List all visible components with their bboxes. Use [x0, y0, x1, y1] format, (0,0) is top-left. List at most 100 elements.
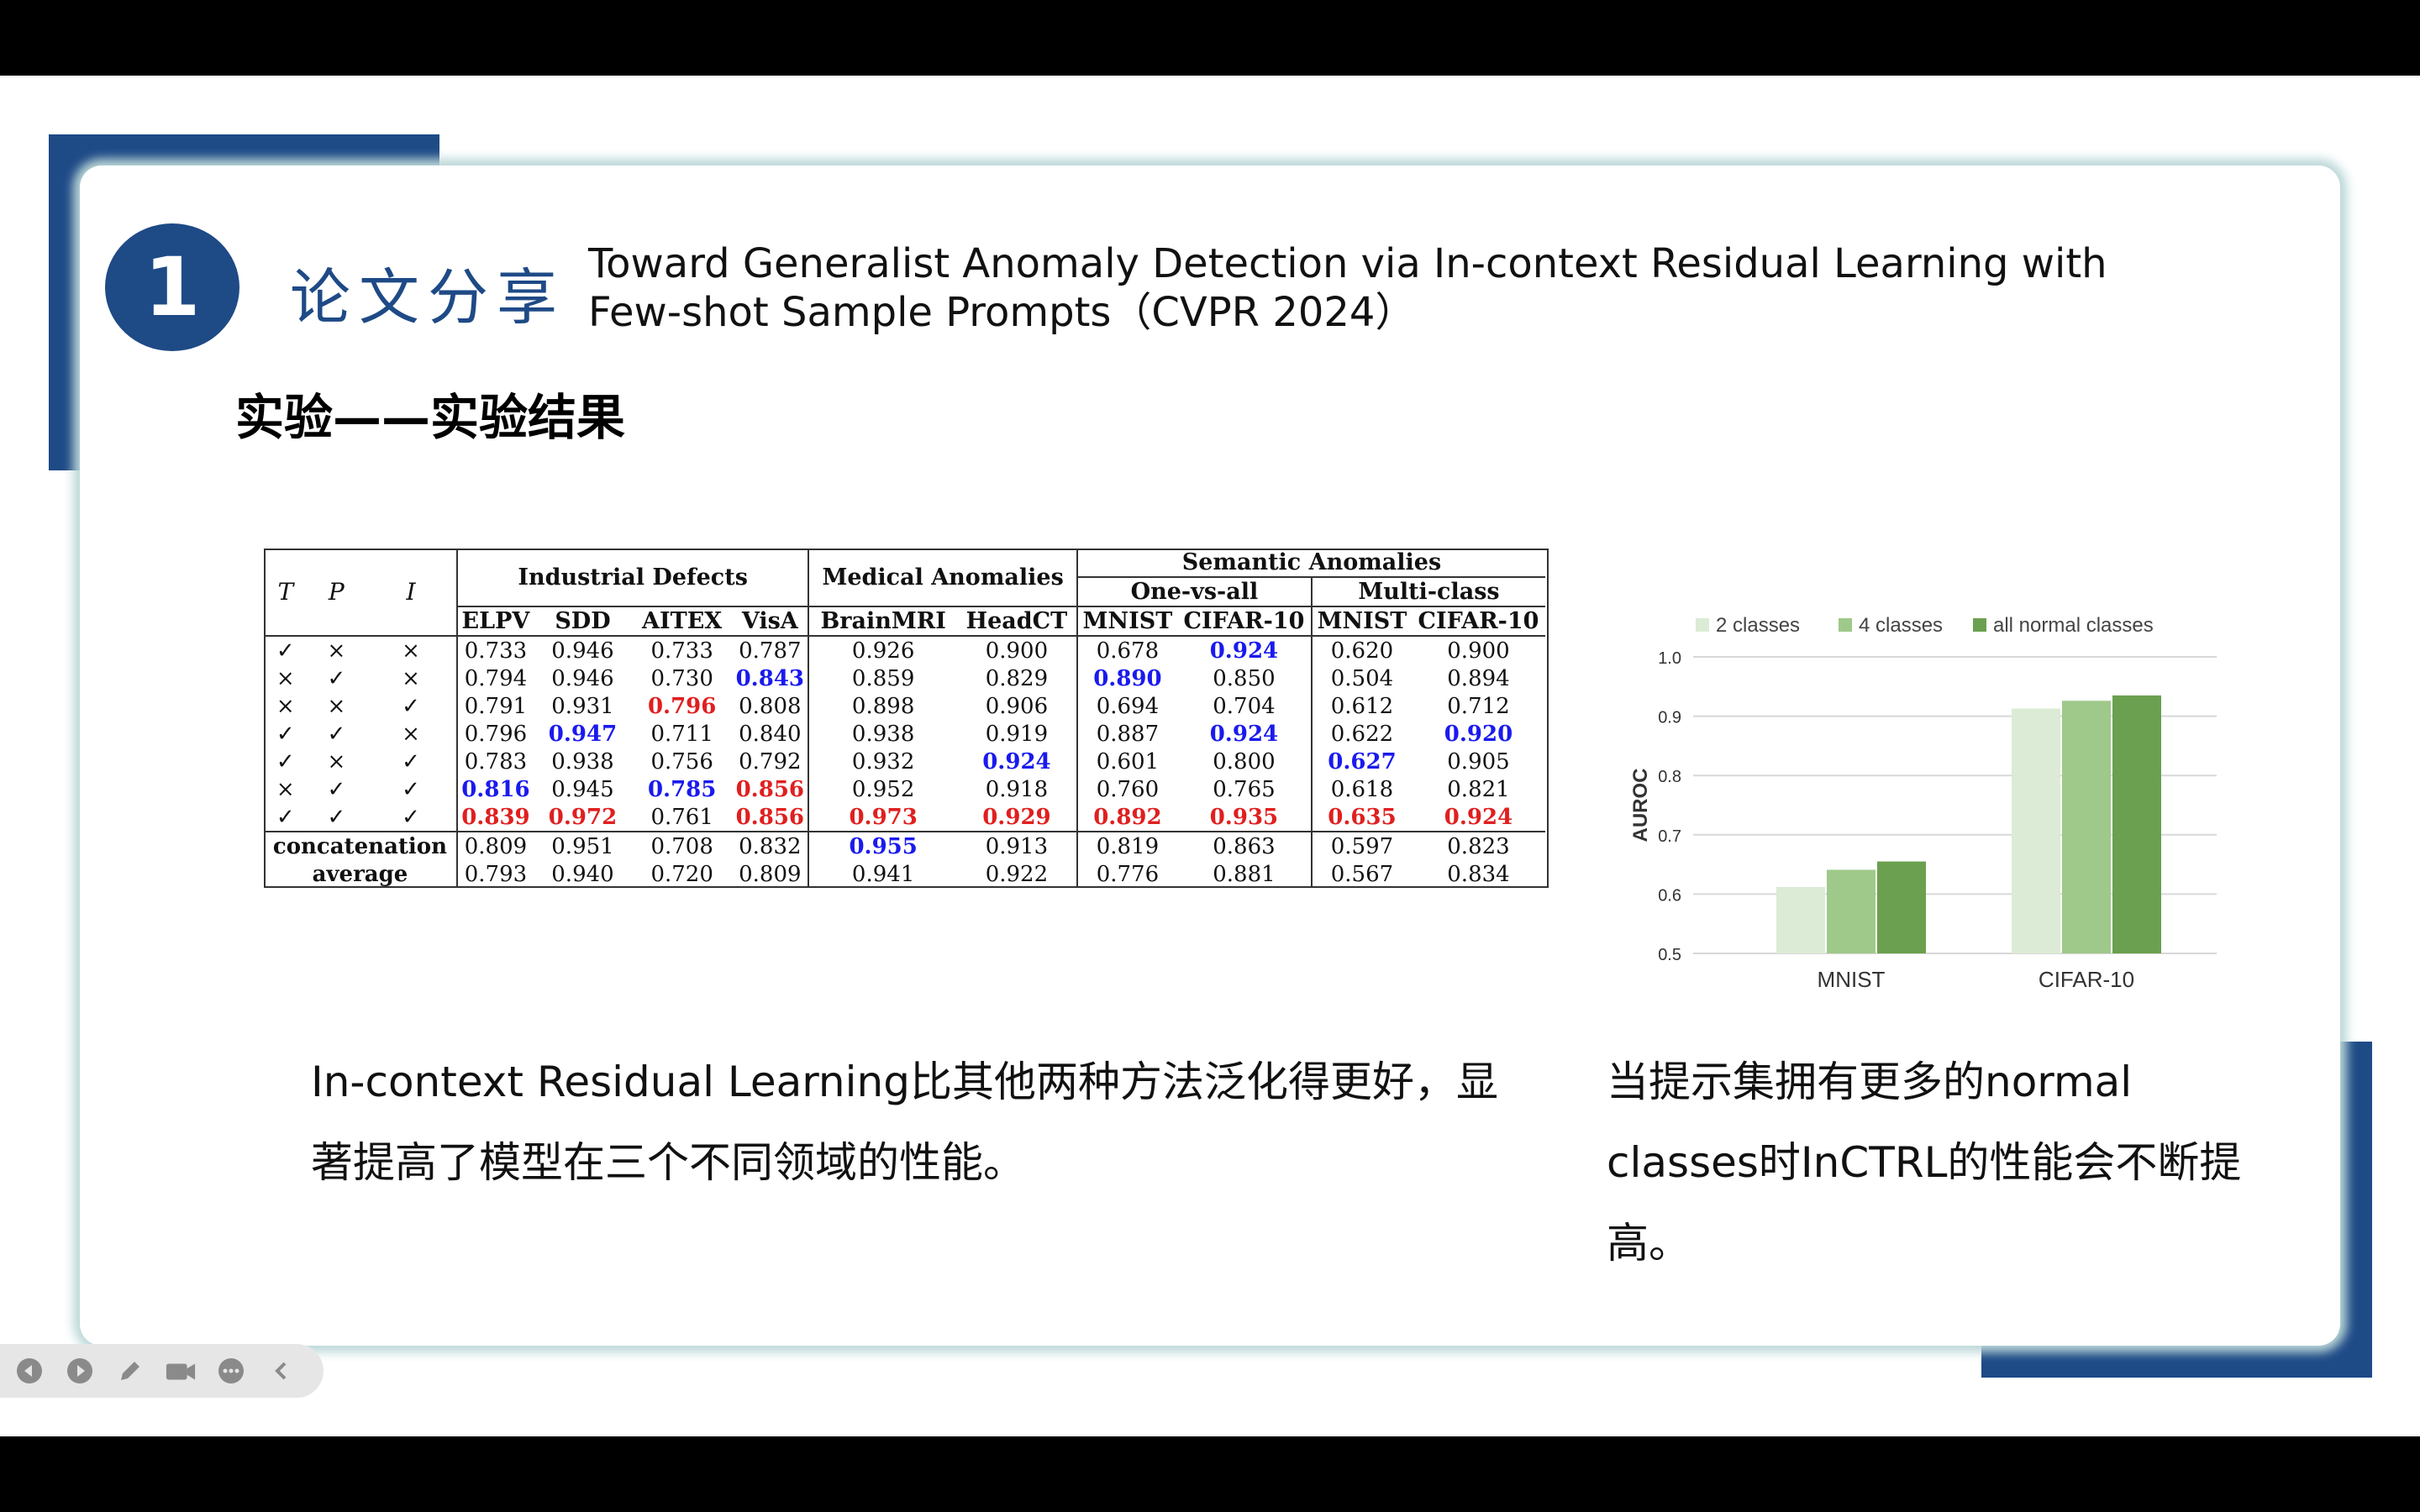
table-cell: 0.620 [1310, 636, 1412, 664]
table-row: ✓ ✓ ✓ 0.839 0.972 0.761 0.856 0.973 0.929 0.892 0.… [264, 803, 1545, 832]
table-cell: 0.733 [650, 638, 713, 664]
component-flag-t: ✓ [276, 804, 295, 830]
table-cell: 0.711 [650, 721, 713, 747]
table-cell: 0.694 [1076, 692, 1177, 720]
table-cell: 0.946 [551, 638, 614, 664]
section-number-badge: 1 [105, 223, 239, 351]
header-p: P [307, 549, 366, 637]
next-slide-button[interactable] [64, 1355, 96, 1387]
component-flag-i: ✓ [402, 693, 420, 719]
bar [1877, 861, 1926, 953]
pen-tool-button[interactable] [114, 1355, 146, 1387]
table-cell: 0.760 [1076, 775, 1177, 803]
component-flag-i: × [402, 638, 420, 664]
y-tick-label: 0.7 [1658, 827, 1681, 846]
legend-label: 2 classes [1716, 614, 1800, 637]
results-table: T P I Industrial Defects Medical Anomali… [264, 549, 1545, 888]
table-cell: 0.951 [533, 831, 633, 860]
table-cell: 0.622 [1310, 720, 1412, 748]
more-options-button[interactable] [215, 1355, 247, 1387]
table-cell: 0.832 [732, 831, 809, 860]
table-cell: 0.972 [548, 804, 618, 830]
presentation-toolbar [0, 1344, 324, 1398]
y-tick-label: 0.6 [1658, 886, 1681, 905]
component-flag-p: ✓ [327, 721, 346, 747]
header-i: I [366, 549, 457, 637]
paper-title-line2: Few-shot Sample Prompts（CVPR 2024） [588, 289, 1416, 336]
table-cell: 0.834 [1447, 861, 1510, 887]
table-cell: 0.931 [551, 693, 614, 719]
table-cell: 0.935 [1209, 804, 1279, 830]
table-row: × ✓ × 0.794 0.946 0.730 0.843 0.859 0.829 0.890 0.… [264, 664, 1545, 692]
table-body: ✓ × × 0.733 0.946 0.733 0.787 0.926 0.900 0.678 0.… [264, 636, 1545, 888]
row-label: concatenation [264, 831, 457, 860]
table-cell: 0.938 [808, 720, 957, 748]
legend-swatch [1696, 618, 1709, 632]
table-cell: 0.905 [1447, 748, 1510, 774]
paper-title-line1: Toward Generalist Anomaly Detection via … [588, 240, 2107, 287]
table-cell: 0.924 [982, 748, 1051, 774]
bar [2062, 701, 2111, 953]
table-cell: 0.945 [551, 776, 614, 802]
component-flag-t: ✓ [276, 638, 295, 664]
table-row: concatenation 0.809 0.951 0.708 0.832 0.955 0.… [264, 831, 1545, 860]
subgroup-multi-class: Multi-class [1310, 577, 1545, 607]
table-cell: 0.783 [455, 748, 534, 775]
table-cell: 0.627 [1310, 748, 1412, 775]
prev-icon [17, 1358, 42, 1383]
table-cell: 0.940 [551, 861, 614, 887]
camera-button[interactable] [165, 1355, 197, 1387]
slide-subtitle: 实验——实验结果 [235, 389, 626, 446]
table-cell: 0.796 [647, 693, 717, 719]
column-header: ELPV [455, 606, 534, 637]
x-tick-label: CIFAR-10 [2039, 967, 2134, 991]
component-flag-t: × [276, 776, 295, 802]
component-flag-i: × [402, 665, 420, 691]
table-cell: 0.887 [1076, 720, 1177, 748]
table-cell: 0.792 [739, 748, 802, 774]
table-cell: 0.947 [548, 721, 618, 747]
table-cell: 0.712 [1447, 693, 1510, 719]
table-cell: 0.791 [455, 692, 534, 720]
table-cell: 0.863 [1176, 831, 1312, 860]
y-tick-label: 1.0 [1658, 649, 1681, 668]
table-cell: 0.926 [808, 636, 957, 664]
table-cell: 0.819 [1076, 831, 1177, 860]
table-cell: 0.794 [455, 664, 534, 692]
table-cell: 0.859 [808, 664, 957, 692]
component-flag-t: × [276, 693, 295, 719]
y-tick-label: 0.8 [1658, 768, 1681, 786]
table-cell: 0.756 [650, 748, 713, 774]
table-cell: 0.924 [1209, 721, 1279, 747]
section-title: 论文分享 [290, 262, 566, 333]
table-cell: 0.597 [1310, 831, 1412, 860]
table-cell: 0.823 [1411, 831, 1545, 860]
table-cell: 0.708 [632, 831, 733, 860]
row-label: average [312, 861, 408, 887]
more-icon [218, 1358, 244, 1383]
paper-title: Toward Generalist Anomaly Detection via … [588, 239, 2107, 337]
group-semantic-anomalies: Semantic Anomalies [1076, 549, 1545, 578]
table-cell: 0.809 [739, 861, 802, 887]
table-cell: 0.922 [985, 861, 1049, 887]
table-cell: 0.892 [1076, 803, 1177, 832]
table-cell: 0.919 [985, 721, 1049, 747]
x-tick-label: MNIST [1818, 967, 1886, 991]
table-column-header-row: ELPV SDD AITEX VisA BrainMRI HeadCT MNIST CIFAR… [264, 606, 1545, 637]
component-flag-i: ✓ [402, 748, 420, 774]
table-cell: 0.612 [1310, 692, 1412, 720]
table-cell: 0.918 [985, 776, 1049, 802]
table-cell: 0.787 [739, 638, 802, 664]
table-cell: 0.504 [1310, 664, 1412, 692]
table-cell: 0.840 [739, 721, 802, 747]
table-cell: 0.913 [956, 831, 1077, 860]
column-header: VisA [732, 606, 809, 637]
table-cell: 0.601 [1076, 748, 1177, 775]
component-flag-t: × [276, 665, 295, 691]
column-header: HeadCT [956, 606, 1077, 637]
prev-slide-button[interactable] [13, 1355, 45, 1387]
column-header: AITEX [632, 606, 733, 637]
component-flag-p: × [327, 638, 346, 664]
component-flag-t: ✓ [276, 721, 295, 747]
collapse-toolbar-button[interactable] [266, 1355, 297, 1387]
